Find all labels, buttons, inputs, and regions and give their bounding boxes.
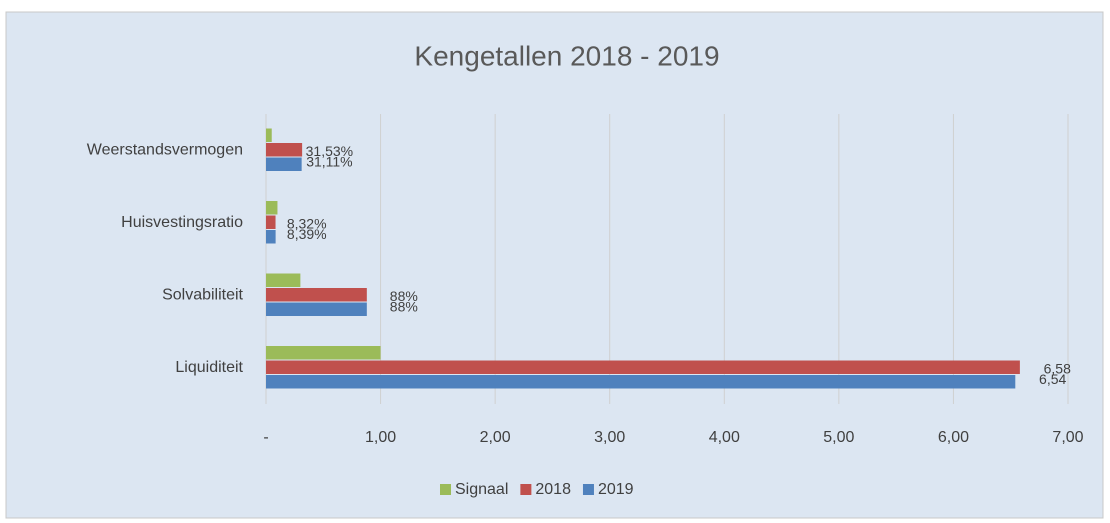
- bar: [266, 230, 276, 244]
- value-label: 8,39%: [287, 226, 327, 242]
- value-label: 88%: [390, 288, 418, 304]
- y-tick-label: Weerstandsvermogen: [87, 141, 243, 158]
- x-tick-label: 1,00: [365, 429, 396, 446]
- legend-label: 2019: [598, 481, 634, 498]
- x-tick-label: 5,00: [823, 429, 854, 446]
- x-tick-label: 3,00: [594, 429, 625, 446]
- bar: [266, 302, 367, 316]
- chart-background: [5, 11, 1104, 519]
- value-label: 31,11%: [306, 153, 352, 169]
- bar: [266, 128, 272, 142]
- x-tick-label: -: [263, 429, 268, 446]
- y-tick-label: Liquiditeit: [175, 359, 243, 376]
- legend-label: 2018: [535, 481, 571, 498]
- value-label: 6,54: [1039, 371, 1066, 387]
- legend-swatch: [440, 484, 451, 495]
- bar: [266, 215, 276, 229]
- bar: [266, 346, 381, 360]
- value-label: 6,58: [1044, 360, 1071, 376]
- x-tick-label: 2,00: [480, 429, 511, 446]
- legend-swatch: [582, 484, 594, 495]
- chart-title: Kengetallen 2018 - 2019: [414, 40, 719, 71]
- value-label: 8,32%: [287, 215, 327, 231]
- x-tick-label: 4,00: [709, 429, 740, 446]
- bar: [266, 375, 1016, 389]
- x-tick-label: 6,00: [938, 429, 969, 446]
- legend-label: Signaal: [455, 481, 508, 498]
- bar: [266, 157, 302, 171]
- bar: [266, 288, 367, 302]
- x-tick-label: 7,00: [1052, 429, 1083, 446]
- value-label: 88%: [390, 298, 418, 314]
- value-label: 31,53%: [306, 143, 353, 159]
- legend-swatch: [520, 484, 532, 495]
- bar: [266, 143, 303, 157]
- bar: [266, 273, 301, 287]
- y-tick-label: Solvabiliteit: [162, 286, 243, 303]
- y-tick-label: Huisvestingsratio: [121, 214, 243, 231]
- bar: [266, 360, 1020, 374]
- bar: [266, 201, 278, 215]
